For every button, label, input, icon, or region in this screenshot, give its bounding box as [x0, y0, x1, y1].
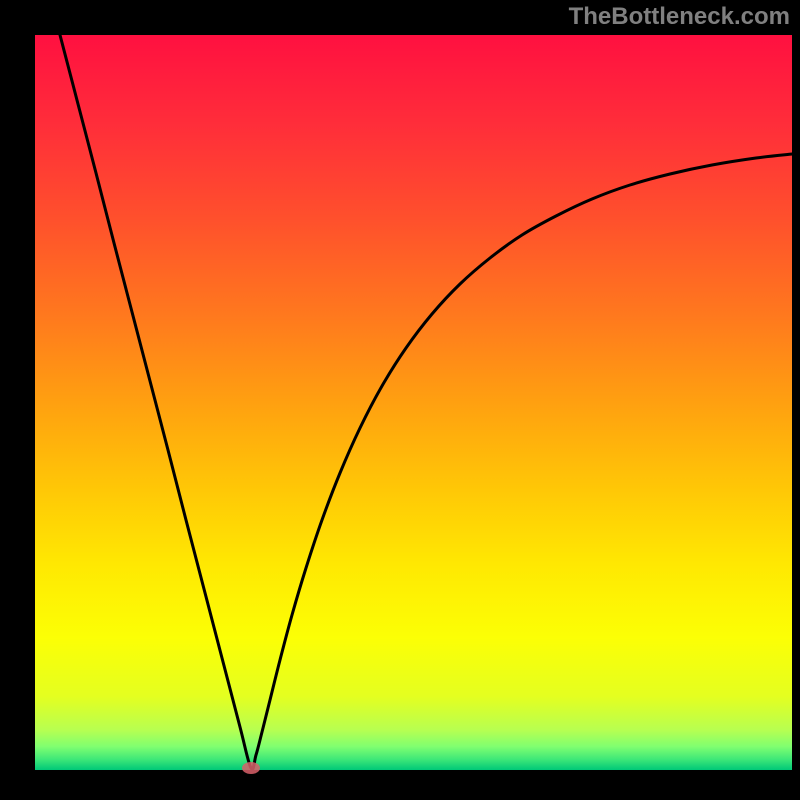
chart-container: TheBottleneck.com: [0, 0, 800, 800]
chart-svg: [0, 0, 800, 800]
minimum-marker: [242, 762, 260, 774]
watermark-text: TheBottleneck.com: [569, 3, 790, 31]
plot-background: [35, 35, 792, 770]
